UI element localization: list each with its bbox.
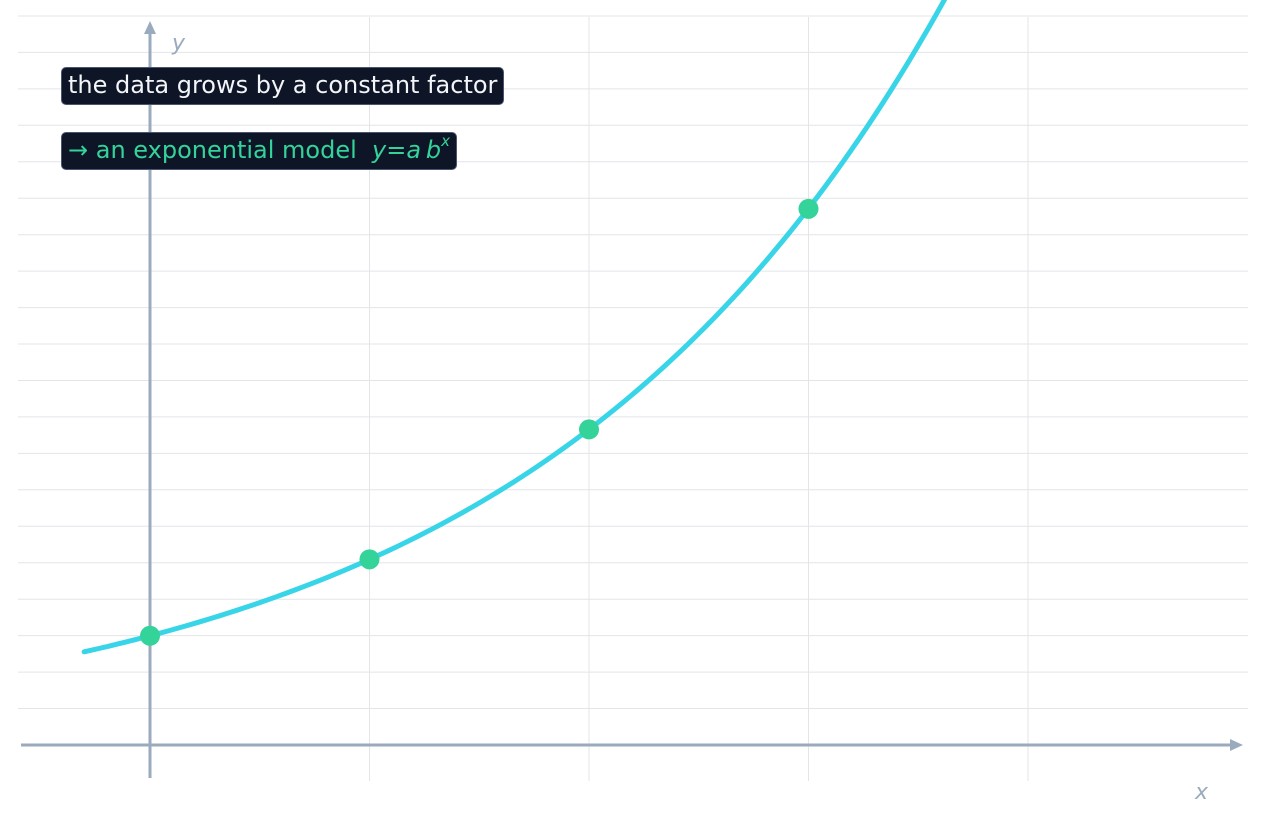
- data-point: [140, 625, 160, 646]
- data-point: [579, 419, 599, 440]
- data-point: [798, 198, 819, 219]
- x-axis-arrowhead: [1230, 739, 1243, 751]
- formula-exponent: x: [441, 132, 450, 150]
- x-axis-label: x: [1194, 780, 1209, 805]
- annotation-line2-text: → an exponential model: [68, 136, 357, 164]
- annotation-line1-text: the data grows by a constant factor: [68, 71, 498, 99]
- model-formula: y=a bx: [372, 134, 450, 165]
- y-axis-arrowhead: [144, 21, 156, 34]
- annotation-constant-factor: the data grows by a constant factor: [61, 67, 505, 105]
- grid: [18, 15, 1248, 781]
- annotation-exponential-model: → an exponential model y=a bx: [61, 132, 457, 170]
- formula-y: y: [372, 136, 387, 164]
- y-axis-label: y: [171, 31, 186, 56]
- formula-a: a: [406, 136, 422, 164]
- data-point: [359, 549, 380, 570]
- formula-b: b: [425, 136, 442, 164]
- formula-equals: =: [386, 136, 407, 164]
- data-points: [140, 198, 819, 646]
